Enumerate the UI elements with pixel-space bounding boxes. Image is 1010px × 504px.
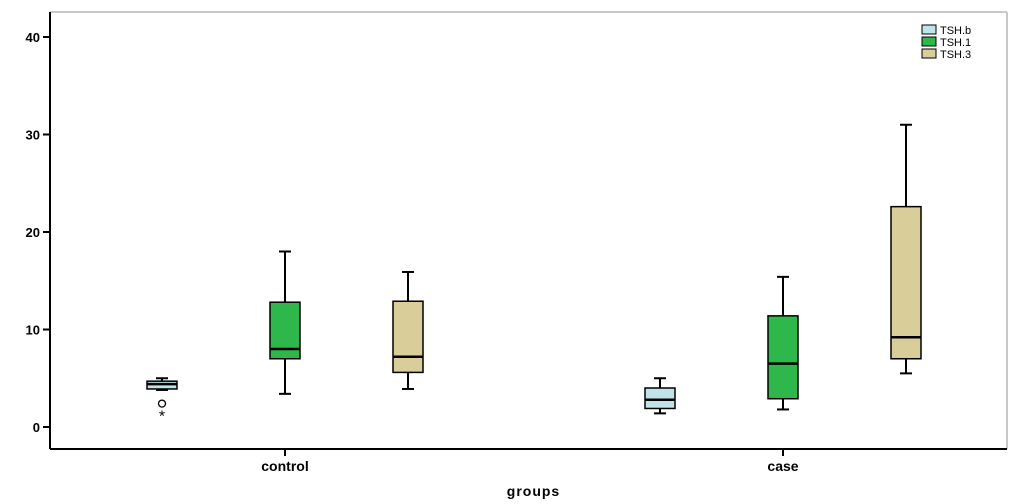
x-axis-title: groups xyxy=(507,483,560,499)
box-iqr xyxy=(269,301,301,360)
outlier-star: * xyxy=(159,408,165,425)
y-tick-label: 20 xyxy=(26,225,40,240)
legend-swatch-TSH.3 xyxy=(921,48,937,59)
x-category-label-control: control xyxy=(261,458,308,474)
legend-label-TSH.3: TSH.3 xyxy=(940,49,971,61)
x-axis: control case xyxy=(261,449,799,474)
box-TSH.b-control: * xyxy=(146,377,178,425)
box-TSH.b-case xyxy=(644,377,676,415)
box-iqr xyxy=(644,387,676,410)
legend-swatch-TSH.1 xyxy=(921,36,937,47)
y-tick-label: 10 xyxy=(26,323,40,338)
box-series: * xyxy=(146,123,922,425)
box-iqr xyxy=(890,205,922,360)
legend-swatch-TSH.b xyxy=(921,24,937,35)
legend-label-TSH.b: TSH.b xyxy=(940,25,971,37)
y-tick-label: 40 xyxy=(26,30,40,45)
x-category-label-case: case xyxy=(767,458,798,474)
outlier-circle xyxy=(157,399,167,408)
plot-frame xyxy=(49,11,1008,450)
box-TSH.1-case xyxy=(767,275,799,411)
box-iqr xyxy=(392,300,424,374)
y-tick-label: 30 xyxy=(26,128,40,143)
box-TSH.1-control xyxy=(269,250,301,395)
legend-label-TSH.1: TSH.1 xyxy=(940,37,971,49)
box-TSH.3-control xyxy=(392,270,424,390)
box-iqr xyxy=(767,315,799,400)
y-tick-label: 0 xyxy=(33,420,40,435)
box-TSH.3-case xyxy=(890,123,922,375)
y-axis: 0 10 20 30 40 xyxy=(26,30,50,435)
